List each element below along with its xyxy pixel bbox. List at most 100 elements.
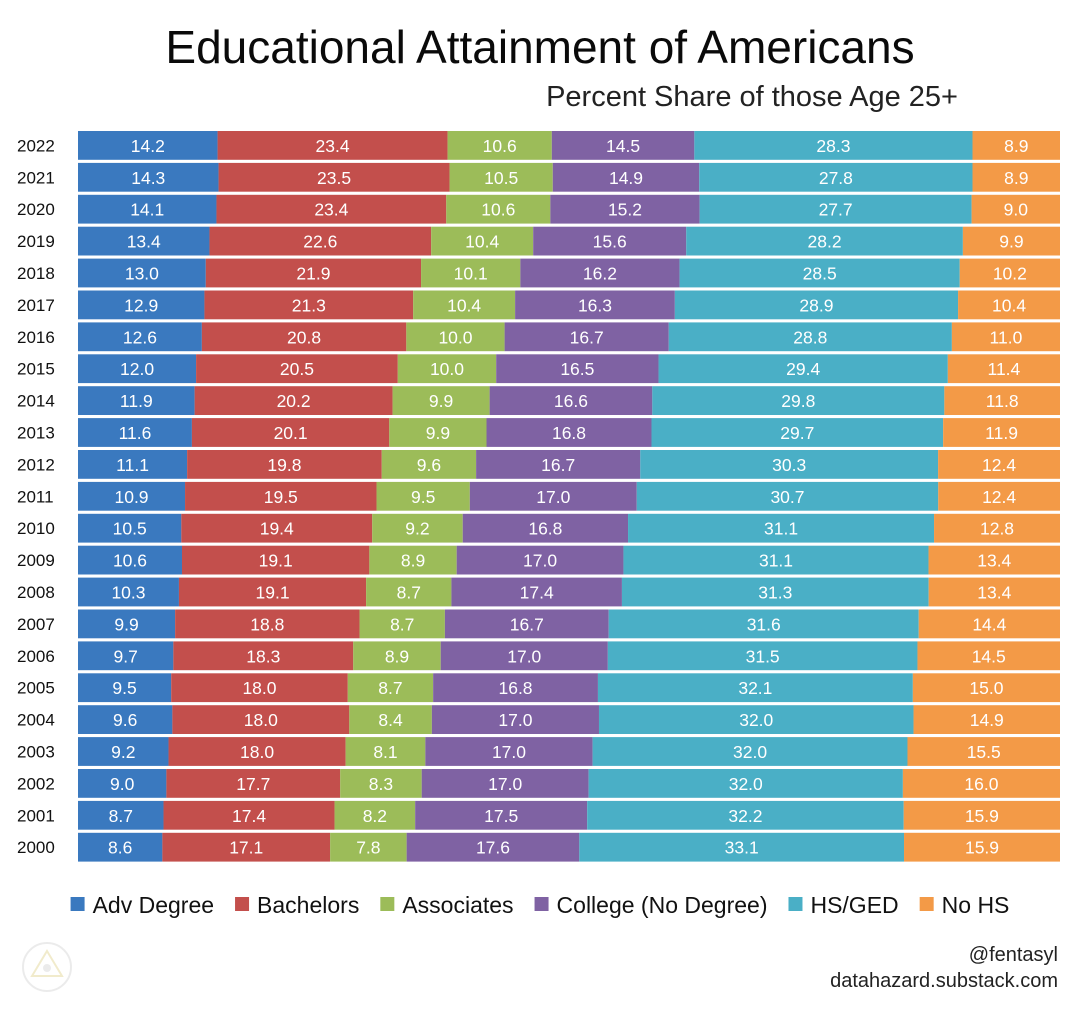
bar-segment-no-hs: [951, 322, 1060, 352]
bar-segment-hs-ged: [587, 800, 904, 830]
bar-segment-college-no-degree: [489, 386, 653, 415]
year-label: 2002: [17, 774, 55, 793]
bar-segment-adv-degree: [78, 450, 188, 479]
data-label-no-hs: 13.4: [977, 583, 1011, 603]
bar-segment-hs-ged: [679, 258, 960, 288]
data-label-adv-degree: 9.2: [111, 742, 135, 762]
bar-segment-college-no-degree: [469, 481, 637, 511]
bar-segment-adv-degree: [78, 513, 182, 543]
bar-segment-adv-degree: [78, 258, 206, 288]
year-label: 2021: [17, 168, 55, 187]
data-label-bachelors: 20.2: [277, 391, 311, 411]
data-label-bachelors: 23.4: [314, 200, 348, 220]
year-label: 2017: [17, 296, 55, 315]
data-label-bachelors: 23.5: [317, 168, 351, 188]
bar-segment-adv-degree: [78, 577, 179, 607]
bar-segment-adv-degree: [78, 418, 192, 447]
bar-segment-hs-ged: [651, 418, 944, 447]
data-label-college-no-degree: 17.0: [498, 710, 532, 730]
credit-site: datahazard.substack.com: [830, 970, 1058, 992]
data-label-college-no-degree: 16.8: [552, 423, 586, 443]
data-label-associates: 10.4: [465, 232, 499, 252]
bar-segment-associates: [359, 609, 445, 639]
bar-segment-hs-ged: [607, 641, 918, 671]
bar-segment-no-hs: [947, 354, 1060, 384]
data-label-hs-ged: 29.4: [786, 359, 820, 379]
bar-segment-college-no-degree: [425, 737, 593, 766]
bar-segment-no-hs: [912, 673, 1060, 703]
data-label-bachelors: 21.3: [292, 295, 326, 315]
bar-segment-bachelors: [191, 418, 390, 447]
bar-segment-adv-degree: [78, 737, 169, 766]
data-label-bachelors: 17.7: [236, 774, 270, 794]
bar-segment-college-no-degree: [415, 800, 588, 830]
data-label-associates: 9.2: [405, 519, 429, 539]
bar-segment-no-hs: [938, 450, 1060, 479]
data-label-associates: 10.4: [447, 295, 481, 315]
data-label-associates: 7.8: [356, 838, 380, 858]
data-label-associates: 10.0: [438, 327, 472, 347]
bar-segment-bachelors: [172, 705, 350, 734]
data-label-no-hs: 9.9: [999, 232, 1023, 252]
year-label: 2006: [17, 647, 55, 666]
data-label-bachelors: 18.0: [240, 742, 274, 762]
data-label-adv-degree: 9.9: [114, 614, 138, 634]
legend-label: HS/GED: [810, 892, 898, 918]
bar-segment-associates: [421, 258, 521, 288]
bar-segment-no-hs: [958, 290, 1060, 320]
data-label-adv-degree: 8.7: [109, 806, 133, 826]
legend-item-adv-degree: Adv Degree: [70, 892, 214, 918]
bar-segment-bachelors: [181, 513, 373, 543]
bar-segment-no-hs: [918, 609, 1060, 639]
data-label-bachelors: 20.1: [274, 423, 308, 443]
bar-segment-bachelors: [187, 450, 382, 479]
data-label-hs-ged: 32.2: [728, 806, 762, 826]
data-label-hs-ged: 29.7: [780, 423, 814, 443]
data-label-college-no-degree: 16.7: [570, 327, 604, 347]
year-label: 2004: [17, 711, 55, 730]
bar-segment-associates: [366, 577, 452, 607]
data-label-associates: 10.5: [484, 168, 518, 188]
data-label-no-hs: 15.9: [965, 806, 999, 826]
data-label-no-hs: 8.9: [1004, 168, 1028, 188]
bar-segment-associates: [449, 162, 553, 192]
data-label-bachelors: 22.6: [303, 232, 337, 252]
data-label-bachelors: 18.0: [242, 678, 276, 698]
data-label-bachelors: 19.1: [256, 583, 290, 603]
bar-segment-no-hs: [907, 737, 1060, 766]
bar-segment-hs-ged: [699, 162, 973, 192]
data-label-associates: 10.6: [483, 136, 517, 156]
legend-label: Adv Degree: [93, 892, 214, 918]
data-label-adv-degree: 12.6: [123, 327, 157, 347]
bar-segment-no-hs: [902, 769, 1060, 798]
bar-segment-hs-ged: [694, 131, 973, 160]
bar-segment-no-hs: [928, 577, 1060, 607]
data-label-no-hs: 11.9: [985, 423, 1018, 443]
bar-segment-hs-ged: [592, 737, 908, 766]
legend-item-no-hs: No HS: [919, 892, 1009, 918]
data-label-associates: 8.2: [363, 806, 387, 826]
data-label-adv-degree: 10.3: [111, 583, 145, 603]
data-label-no-hs: 10.2: [993, 264, 1027, 284]
data-label-hs-ged: 30.3: [772, 455, 806, 475]
data-label-adv-degree: 14.3: [131, 168, 165, 188]
legend-item-hs-ged: HS/GED: [788, 892, 899, 918]
bar-segment-college-no-degree: [476, 450, 641, 479]
data-label-no-hs: 11.8: [986, 391, 1019, 411]
bar-segment-bachelors: [168, 737, 346, 766]
data-label-hs-ged: 30.7: [770, 487, 804, 507]
bar-segment-associates: [431, 226, 534, 256]
bar-segment-college-no-degree: [486, 418, 652, 447]
bar-segment-no-hs: [972, 131, 1060, 160]
data-label-adv-degree: 11.1: [116, 455, 149, 475]
bar-segment-no-hs: [934, 513, 1060, 543]
bar-segment-college-no-degree: [504, 322, 669, 352]
bar-segment-bachelors: [173, 641, 354, 671]
data-label-no-hs: 12.4: [982, 455, 1016, 475]
year-label: 2009: [17, 551, 55, 570]
bar-segment-hs-ged: [628, 513, 935, 543]
data-label-college-no-degree: 16.7: [510, 614, 544, 634]
data-label-hs-ged: 28.5: [803, 264, 837, 284]
year-label: 2005: [17, 679, 55, 698]
